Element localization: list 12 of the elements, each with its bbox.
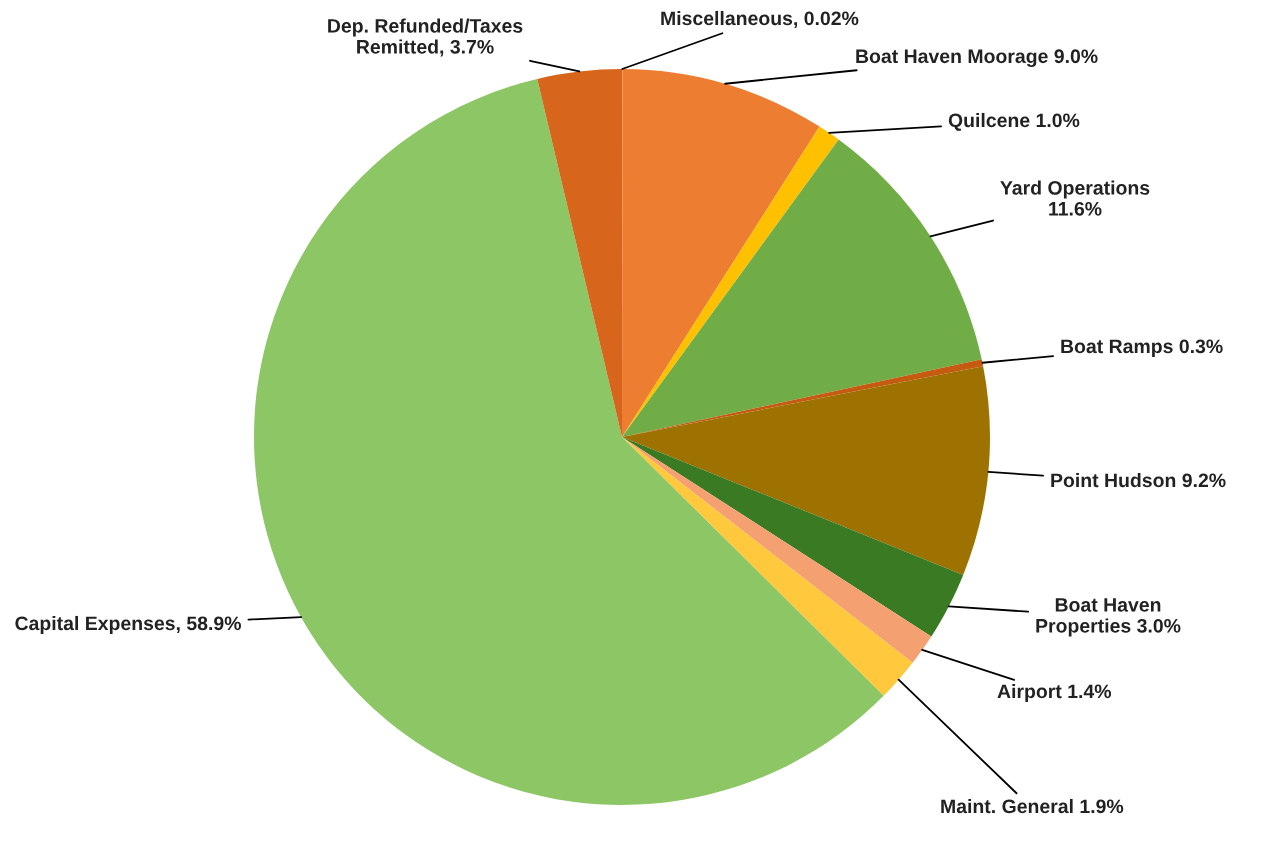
slice-label: Miscellaneous, 0.02% — [661, 10, 859, 29]
slice-label: Boat Haven Properties 3.0% — [1036, 598, 1181, 637]
slice-label: Point Hudson 9.2% — [1051, 472, 1226, 488]
slice-label: Maint. General 1.9% — [941, 798, 1124, 814]
slice-label: Quilcene 1.0% — [948, 112, 1080, 131]
slice-label: Boat Ramps 0.3% — [1061, 339, 1223, 358]
slice-label: Yard Operations — [1000, 180, 1150, 199]
slice-label: Dep. Refunded/Taxes Remitted, 3.7% — [328, 18, 523, 57]
slice-label: Airport 1.4% — [997, 683, 1112, 703]
slice-label: Capital Expenses, 58.9% — [15, 615, 241, 635]
slice-label: Boat Haven Moorage 9.0% — [856, 49, 1098, 68]
data-label: 11.6% — [1049, 201, 1102, 216]
